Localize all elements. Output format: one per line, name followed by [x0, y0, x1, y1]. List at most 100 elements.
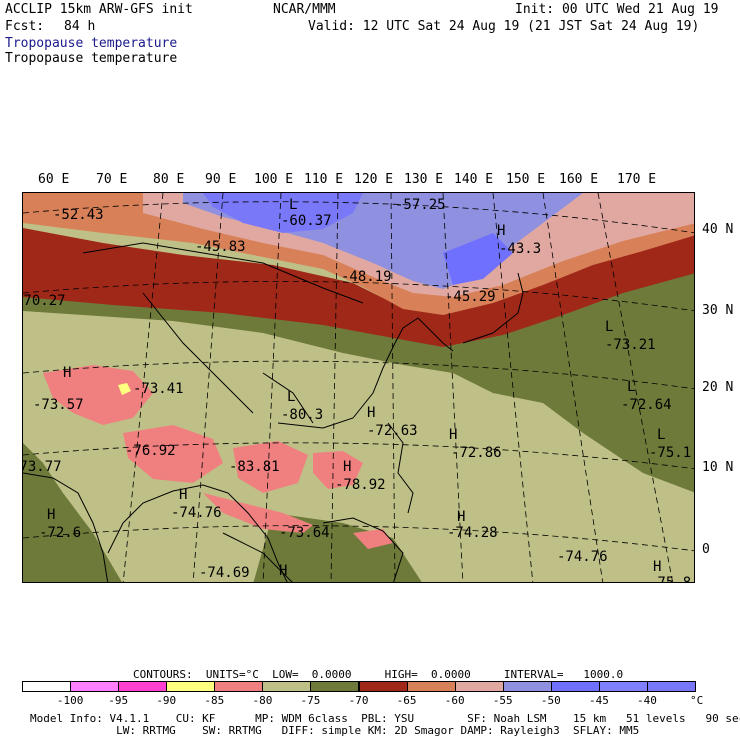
extremum-value: -45.29 [445, 289, 496, 305]
lon-label: 120 E [354, 172, 394, 187]
extremum-value: -73.41 [133, 381, 184, 397]
extremum-marker: H [279, 563, 288, 579]
graticule-lon-100 [262, 193, 282, 582]
graticule-lat-20 [23, 360, 694, 390]
extremum-value: -83.81 [229, 459, 280, 475]
graticule-lon-160 [597, 193, 674, 582]
lon-label: 150 E [506, 172, 546, 187]
extremum-value: -75.8 [649, 575, 692, 583]
colorbar-segment [262, 681, 312, 692]
field-title-secondary: Tropopause temperature [5, 51, 178, 66]
extremum-marker: H [63, 365, 72, 381]
extremum-marker: H [449, 427, 458, 443]
extremum-value: -73.77 [23, 459, 62, 475]
colorbar-tick-label: -95 [108, 694, 129, 707]
forecast-hours: 84 h [64, 19, 96, 34]
extremum-value: -72.6 [39, 525, 82, 541]
extremum-marker: H [497, 223, 506, 239]
colorbar-tick-label: -100 [56, 694, 84, 707]
graticule-lon-130 [442, 193, 464, 582]
extremum-value: -72.64 [621, 397, 672, 413]
colorbar-segment [22, 681, 72, 692]
contours-info: CONTOURS: UNITS=°C LOW= 0.0000 HIGH= 0.0… [133, 668, 624, 681]
graticule-lat-10 [23, 442, 694, 470]
coastline-philippines [387, 422, 414, 514]
colorbar-segment [598, 681, 648, 692]
lon-label: 160 E [559, 172, 599, 187]
colorbar-tick-label: -50 [540, 694, 561, 707]
field-band-minus45 [203, 193, 363, 233]
extremum-value: -74.76 [171, 505, 222, 521]
lat-label: 30 N [702, 303, 734, 318]
colorbar-tick-label: -65 [396, 694, 417, 707]
extremum-value: -48.19 [341, 269, 392, 285]
colorbar-segment [358, 681, 408, 692]
extremum-value: -52.43 [53, 207, 104, 223]
model-title: ACCLIP 15km ARW-GFS init [5, 2, 193, 17]
graticule-lat-30 [23, 281, 694, 312]
field-band-minus80-scs [313, 451, 363, 489]
colorbar-tick-label: -80 [252, 694, 273, 707]
coastline-china [277, 317, 419, 429]
field-band-minus80-bay [123, 425, 223, 483]
colorbar-segment [646, 681, 696, 692]
org-label: NCAR/MMM [273, 2, 336, 17]
field-band-minus45-east [443, 233, 513, 285]
graticule-lon-120 [390, 193, 396, 582]
colorbar-segment [502, 681, 552, 692]
lon-label: 140 E [454, 172, 494, 187]
lon-label: 90 E [205, 172, 237, 187]
lat-label: 20 N [702, 380, 734, 395]
lat-label: 40 N [702, 222, 734, 237]
extremum-value: -73.21 [605, 337, 656, 353]
extremum-value: -73.64 [279, 525, 330, 541]
extremum-value: -78.92 [335, 477, 386, 493]
extremum-marker: H [653, 559, 662, 575]
tropopause-temperature-field [23, 193, 694, 582]
extremum-value: -57.25 [395, 197, 446, 213]
colorbar-unit: °C [690, 694, 704, 707]
lon-label: 70 E [96, 172, 128, 187]
forecast-label: Fcst: [5, 19, 45, 34]
colorbar-segment [550, 681, 600, 692]
lon-label: 170 E [617, 172, 657, 187]
extremum-value: -45.83 [195, 239, 246, 255]
field-band-minus85-spot [118, 383, 131, 395]
graticule-lon-150 [542, 193, 604, 582]
colorbar-segment [454, 681, 504, 692]
colorbar-tick-label: -60 [444, 694, 465, 707]
graticule-lon-80 [122, 193, 164, 582]
colorbar-segment [310, 681, 360, 692]
colorbar-tick-label: -90 [156, 694, 177, 707]
init-time: Init: 00 UTC Wed 21 Aug 19 [515, 2, 719, 17]
extremum-marker: H [367, 405, 376, 421]
model-info-line1: Model Info: V4.1.1 CU: KF MP: WDM 6class… [30, 712, 740, 725]
coastline-korea [417, 317, 454, 352]
coastline-indochina [227, 492, 288, 582]
extremum-marker: L [289, 197, 298, 213]
coastline-japan [462, 272, 524, 344]
model-info-line2: LW: RRTMG SW: RRTMG DIFF: simple KM: 2D … [30, 724, 640, 737]
colorbar-tick-label: -55 [492, 694, 513, 707]
lon-label: 60 E [38, 172, 70, 187]
colorbar-segment [70, 681, 120, 692]
extremum-value: -72.63 [367, 423, 418, 439]
colorbar-tick-label: -45 [588, 694, 609, 707]
extremum-value: -72.86 [451, 445, 502, 461]
extremum-value: -76.92 [125, 443, 176, 459]
extremum-value: -80.3 [281, 407, 324, 423]
colorbar-tick-label: -85 [204, 694, 225, 707]
extremum-marker: L [605, 319, 614, 335]
colorbar-segment [166, 681, 216, 692]
coastline-borneo [322, 517, 404, 582]
colorbar-tick-label: -40 [637, 694, 657, 707]
extremum-value: -60.37 [281, 213, 332, 229]
extremum-value: -74.28 [447, 525, 498, 541]
extremum-value: -74.76 [557, 549, 608, 565]
field-band-minus70-west [23, 443, 122, 582]
valid-time: Valid: 12 UTC Sat 24 Aug 19 (21 JST Sat … [308, 19, 700, 34]
colorbar-segment [118, 681, 168, 692]
extremum-value: -43.3 [499, 241, 542, 257]
coastline-bay [107, 484, 229, 554]
field-title-primary: Tropopause temperature [5, 36, 178, 51]
